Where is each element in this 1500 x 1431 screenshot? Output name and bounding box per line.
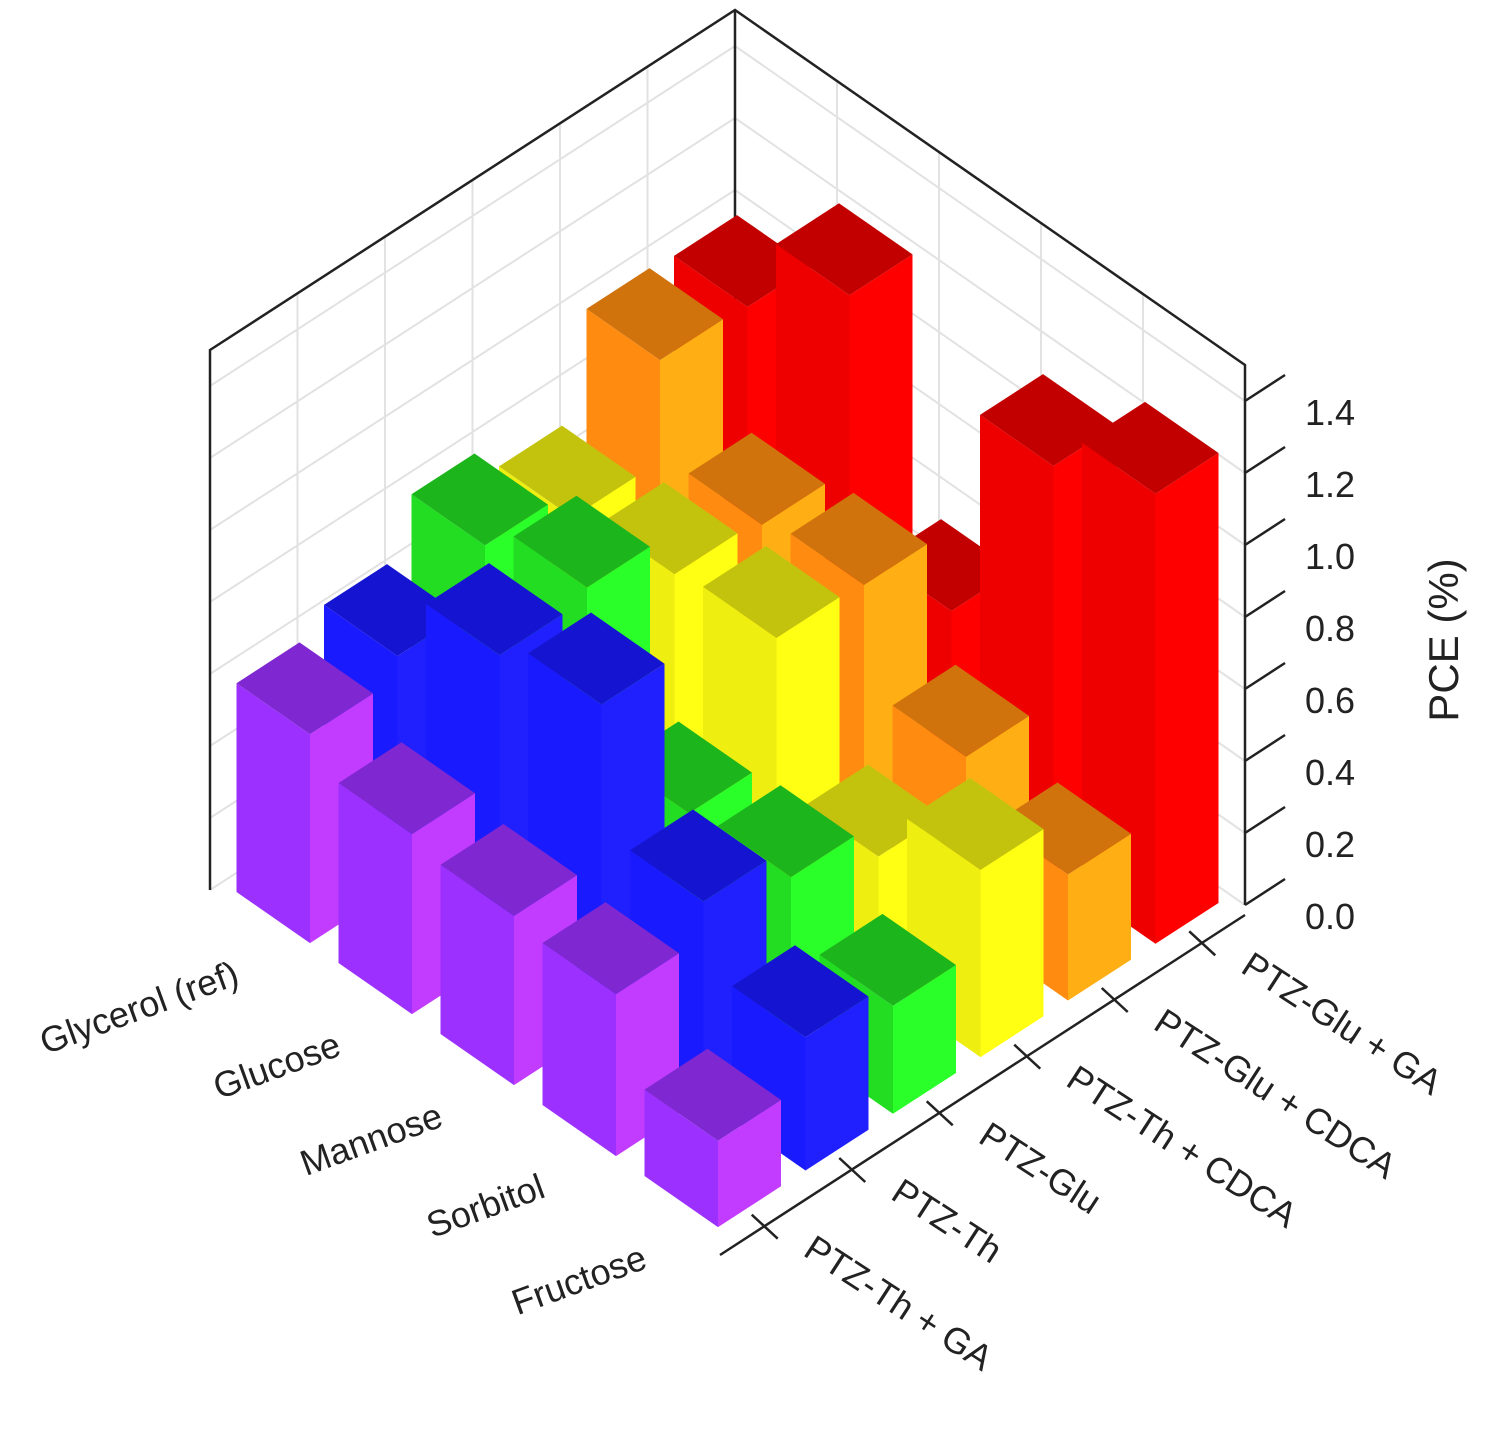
bar-top xyxy=(630,809,767,902)
category-label: Mannose xyxy=(295,1094,448,1183)
bar-top xyxy=(732,945,869,1038)
bar-top xyxy=(703,546,840,638)
category-label: Glucose xyxy=(208,1023,346,1107)
bar-side xyxy=(980,829,1044,1058)
bar-top xyxy=(528,612,665,705)
bar-front xyxy=(338,783,412,1015)
z-tick xyxy=(1244,805,1286,835)
bar-front xyxy=(542,943,616,1157)
bar-side xyxy=(1068,833,1131,1001)
bar-top xyxy=(644,1048,781,1141)
series-label: PTZ-Glu xyxy=(972,1114,1108,1222)
depth-tick xyxy=(1188,930,1217,957)
z-tick-label: 0.8 xyxy=(1305,608,1355,649)
z-tick xyxy=(1244,589,1286,619)
bar-top xyxy=(688,432,825,525)
z-tick-label: 0.2 xyxy=(1305,824,1355,865)
bar-front xyxy=(644,1089,718,1228)
bar-front xyxy=(440,864,514,1086)
z-tick xyxy=(1244,733,1286,763)
bar-top xyxy=(601,482,738,575)
z-tick-label: 1.0 xyxy=(1305,536,1355,577)
bar-side xyxy=(718,1099,781,1228)
depth-tick xyxy=(1100,987,1129,1013)
bar-side xyxy=(1155,453,1219,944)
z-tick-label: 0.6 xyxy=(1305,680,1355,721)
bar-top xyxy=(776,203,913,296)
bar-top xyxy=(586,268,723,361)
bar-top xyxy=(717,785,854,878)
bar-top xyxy=(892,664,1029,757)
bar-front xyxy=(236,683,310,944)
z-tick xyxy=(1244,373,1286,403)
bar-top xyxy=(907,778,1044,870)
z-axis-title: PCE (%) xyxy=(1420,558,1467,721)
bar-top xyxy=(236,642,373,735)
bar-top xyxy=(440,824,577,916)
bar-top xyxy=(542,902,679,995)
bar xyxy=(732,945,869,1171)
depth-tick xyxy=(925,1100,954,1127)
category-label: Sorbitol xyxy=(421,1165,550,1245)
depth-tick xyxy=(1013,1043,1042,1070)
bar-top xyxy=(499,425,636,518)
z-tick-label: 1.2 xyxy=(1305,464,1355,505)
bar-top xyxy=(411,453,548,546)
series-label: PTZ-Th xyxy=(885,1170,1010,1271)
depth-axis xyxy=(719,913,1246,1257)
bar-side xyxy=(805,996,869,1171)
bar-top xyxy=(790,492,927,585)
z-tick-label: 0.0 xyxy=(1305,896,1355,937)
z-tick-label: 0.4 xyxy=(1305,752,1355,793)
category-label: Glycerol (ref) xyxy=(34,952,244,1062)
z-tick xyxy=(1244,517,1286,547)
category-label: Fructose xyxy=(506,1236,652,1322)
bar-top xyxy=(513,495,650,588)
bar-top xyxy=(426,563,563,656)
bar-side xyxy=(893,965,956,1114)
bar-top xyxy=(338,742,475,835)
bar-top xyxy=(994,782,1131,875)
depth-tick xyxy=(750,1213,779,1240)
z-tick xyxy=(1244,661,1286,691)
z-tick xyxy=(1244,445,1286,475)
z-tick-label: 1.4 xyxy=(1305,392,1355,433)
depth-tick xyxy=(838,1157,867,1183)
bar xyxy=(644,1048,781,1228)
bar-top xyxy=(819,913,956,1006)
z-tick xyxy=(1244,877,1286,907)
bar-top xyxy=(1082,401,1219,494)
